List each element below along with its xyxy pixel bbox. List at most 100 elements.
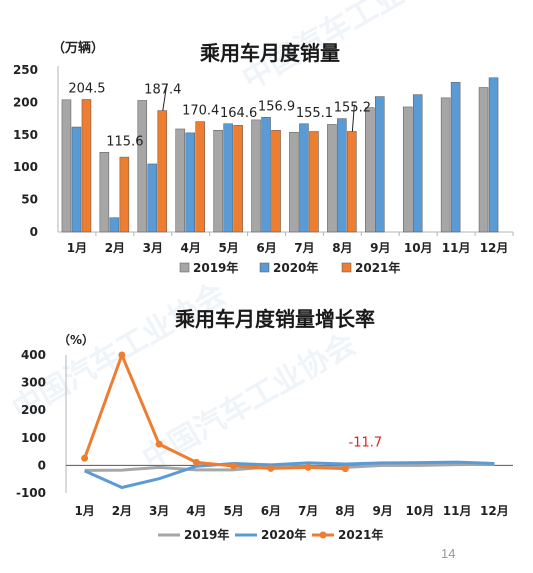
data-label: 155.1 — [296, 106, 333, 121]
page-number: 14 — [441, 546, 456, 561]
bar-2019年 — [478, 87, 489, 233]
legend-label: 2021年 — [338, 527, 383, 542]
x-tick-label: 11月 — [443, 504, 472, 518]
x-tick-label: 2月 — [105, 241, 125, 255]
y-tick-label: 50 — [21, 193, 38, 207]
x-tick-label: 5月 — [218, 241, 238, 255]
bar-chart-y-unit: （万辆） — [52, 40, 104, 56]
y-tick-label: 100 — [21, 431, 46, 445]
bar-2020年 — [185, 132, 195, 233]
legend-swatch — [341, 262, 352, 273]
bar-2020年 — [147, 163, 158, 233]
y-tick-label: 300 — [21, 376, 46, 390]
x-tick-label: 7月 — [298, 504, 318, 518]
series-point-2021年 — [155, 440, 163, 448]
bar-2020年 — [299, 123, 309, 233]
data-label: 156.9 — [258, 99, 295, 114]
y-tick-label: -100 — [16, 486, 46, 500]
bar-2021年 — [233, 125, 243, 233]
x-tick-label: 4月 — [186, 504, 206, 518]
series-point-2021年 — [230, 462, 238, 470]
bar-chart: 0 50 100 150 200 250 1月 2月 3月 4月 5月 6月 7月 8月 9月 10月 11月 1… — [13, 63, 514, 255]
x-tick-label: 6月 — [256, 241, 276, 255]
bar-2020年 — [261, 117, 271, 233]
x-tick-label: 7月 — [294, 241, 314, 255]
y-tick-label: 100 — [13, 160, 38, 174]
line-chart-legend: 2019年 2020年 2021年 — [158, 527, 383, 542]
line-chart-title: 乘用车月度销量增长率 — [174, 307, 375, 331]
data-label: 115.6 — [106, 134, 143, 149]
legend-marker — [319, 531, 327, 539]
bar-chart-title: 乘用车月度销量 — [199, 41, 340, 65]
bar-2021年 — [271, 130, 281, 233]
series-point-2021年 — [267, 464, 275, 472]
y-tick-label: 400 — [21, 348, 46, 362]
bar-2021年 — [309, 131, 319, 233]
bar-2019年 — [402, 106, 413, 233]
series-point-2021年 — [304, 463, 312, 471]
legend-label: 2020年 — [273, 260, 318, 275]
bar-2019年 — [251, 119, 261, 233]
series-point-2021年 — [341, 465, 349, 473]
series-line-2021年 — [83, 353, 346, 471]
legend-swatch — [179, 262, 190, 273]
legend-label: 2021年 — [355, 260, 400, 275]
annotation-label: -11.7 — [349, 436, 383, 451]
bar-2020年 — [412, 94, 423, 233]
x-tick-label: 2月 — [112, 504, 132, 518]
bar-2019年 — [61, 99, 72, 233]
y-tick-label: 250 — [13, 63, 38, 77]
x-tick-label: 9月 — [370, 241, 390, 255]
bar-2019年 — [99, 152, 110, 233]
x-tick-label: 3月 — [143, 241, 163, 255]
bar-2019年 — [365, 107, 375, 233]
y-tick-label: 0 — [38, 458, 46, 472]
bar-2021年 — [81, 99, 92, 233]
svg-text:中国汽车工业协会: 中国汽车工业协会 — [137, 327, 362, 477]
y-tick-label: 200 — [21, 403, 46, 417]
x-tick-label: 10月 — [406, 504, 435, 518]
bar-2020年 — [375, 96, 385, 233]
bar-2020年 — [488, 77, 499, 233]
x-tick-label: 4月 — [181, 241, 201, 255]
legend-label: 2019年 — [193, 260, 238, 275]
bar-chart-legend: 2019年 2020年 2021年 — [179, 260, 400, 275]
x-tick-label: 3月 — [149, 504, 169, 518]
legend-label: 2019年 — [184, 527, 229, 542]
x-tick-label: 12月 — [480, 241, 509, 255]
data-label: 164.6 — [220, 106, 257, 121]
x-tick-label: 8月 — [332, 241, 352, 255]
x-tick-label: 10月 — [404, 241, 433, 255]
watermark: 中国汽车工业协会 中国汽车工业协会 中国汽车工业协会 — [7, 0, 462, 477]
bar-2021年 — [195, 121, 205, 233]
bar-2020年 — [337, 118, 347, 233]
data-label: 204.5 — [68, 81, 105, 96]
x-tick-label: 12月 — [480, 504, 509, 518]
bar-2021年 — [119, 156, 130, 233]
data-label: 155.2 — [334, 101, 371, 116]
bar-2020年 — [450, 82, 461, 233]
x-tick-label: 11月 — [442, 241, 471, 255]
bar-2020年 — [223, 123, 233, 233]
y-tick-label: 150 — [13, 128, 38, 142]
line-chart-y-unit: （%） — [58, 332, 94, 347]
bar-2019年 — [175, 128, 185, 233]
bar-2019年 — [137, 100, 148, 233]
series-point-2021年 — [81, 454, 89, 462]
bar-2019年 — [327, 124, 337, 233]
data-label: 187.4 — [144, 82, 181, 97]
bar-2020年 — [109, 217, 120, 233]
label-leader-line — [351, 104, 355, 132]
y-tick-label: 200 — [13, 95, 38, 109]
bar-2021年 — [347, 131, 357, 233]
series-point-2021年 — [118, 351, 126, 359]
bar-2021年 — [157, 110, 168, 233]
bar-2019年 — [213, 130, 223, 233]
x-tick-label: 1月 — [67, 241, 87, 255]
line-chart: -100 0 100 200 300 400 1月 2月 3月 4月 5月 6月 7月 8月 9月 10月 11… — [16, 348, 513, 518]
series-point-2021年 — [192, 458, 200, 466]
bar-2019年 — [289, 131, 299, 233]
legend-swatch — [259, 262, 270, 273]
